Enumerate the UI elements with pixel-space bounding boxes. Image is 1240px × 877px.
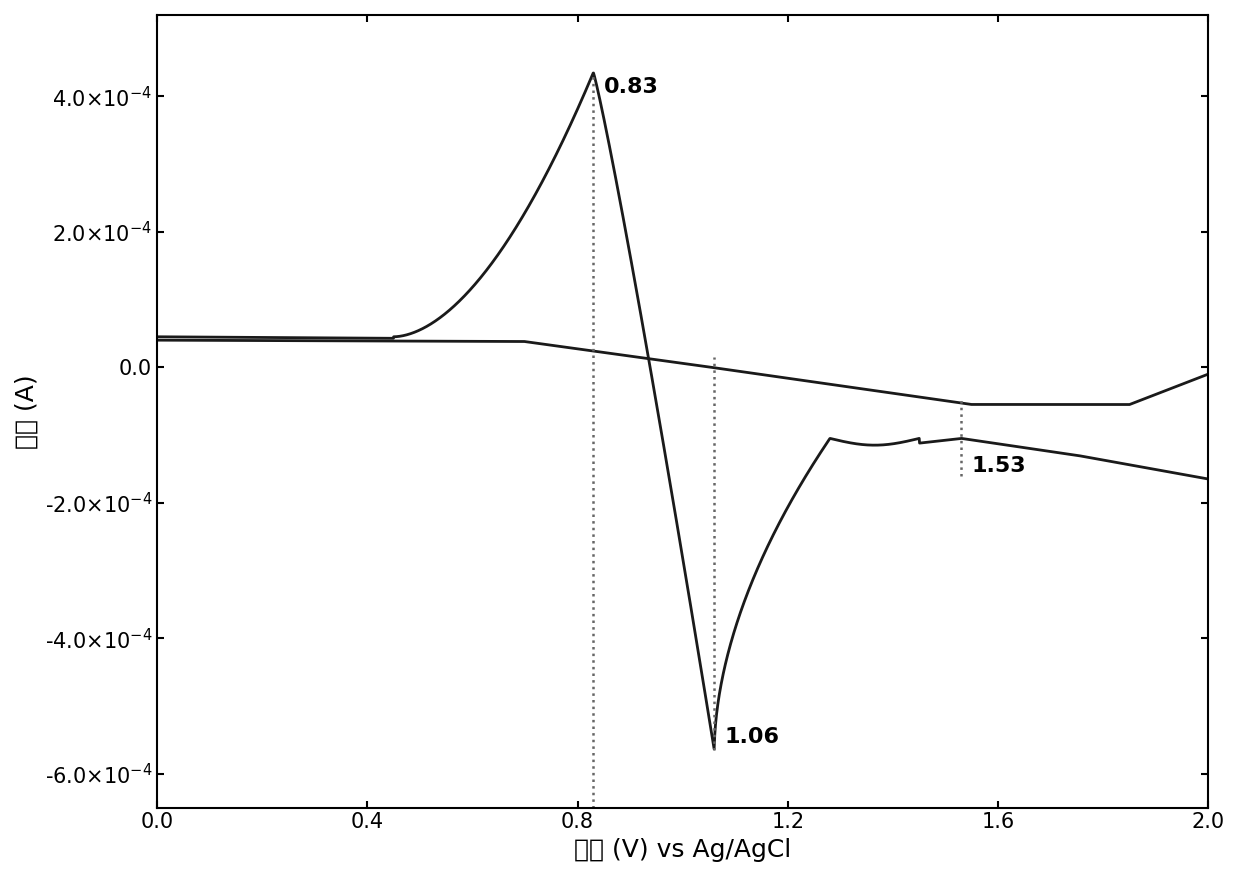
Text: 1.06: 1.06 <box>725 727 780 747</box>
Text: 0.83: 0.83 <box>604 77 658 96</box>
Text: 1.53: 1.53 <box>972 456 1027 476</box>
Y-axis label: 电流 (A): 电流 (A) <box>15 374 38 449</box>
X-axis label: 电势 (V) vs Ag/AgCl: 电势 (V) vs Ag/AgCl <box>574 838 791 862</box>
